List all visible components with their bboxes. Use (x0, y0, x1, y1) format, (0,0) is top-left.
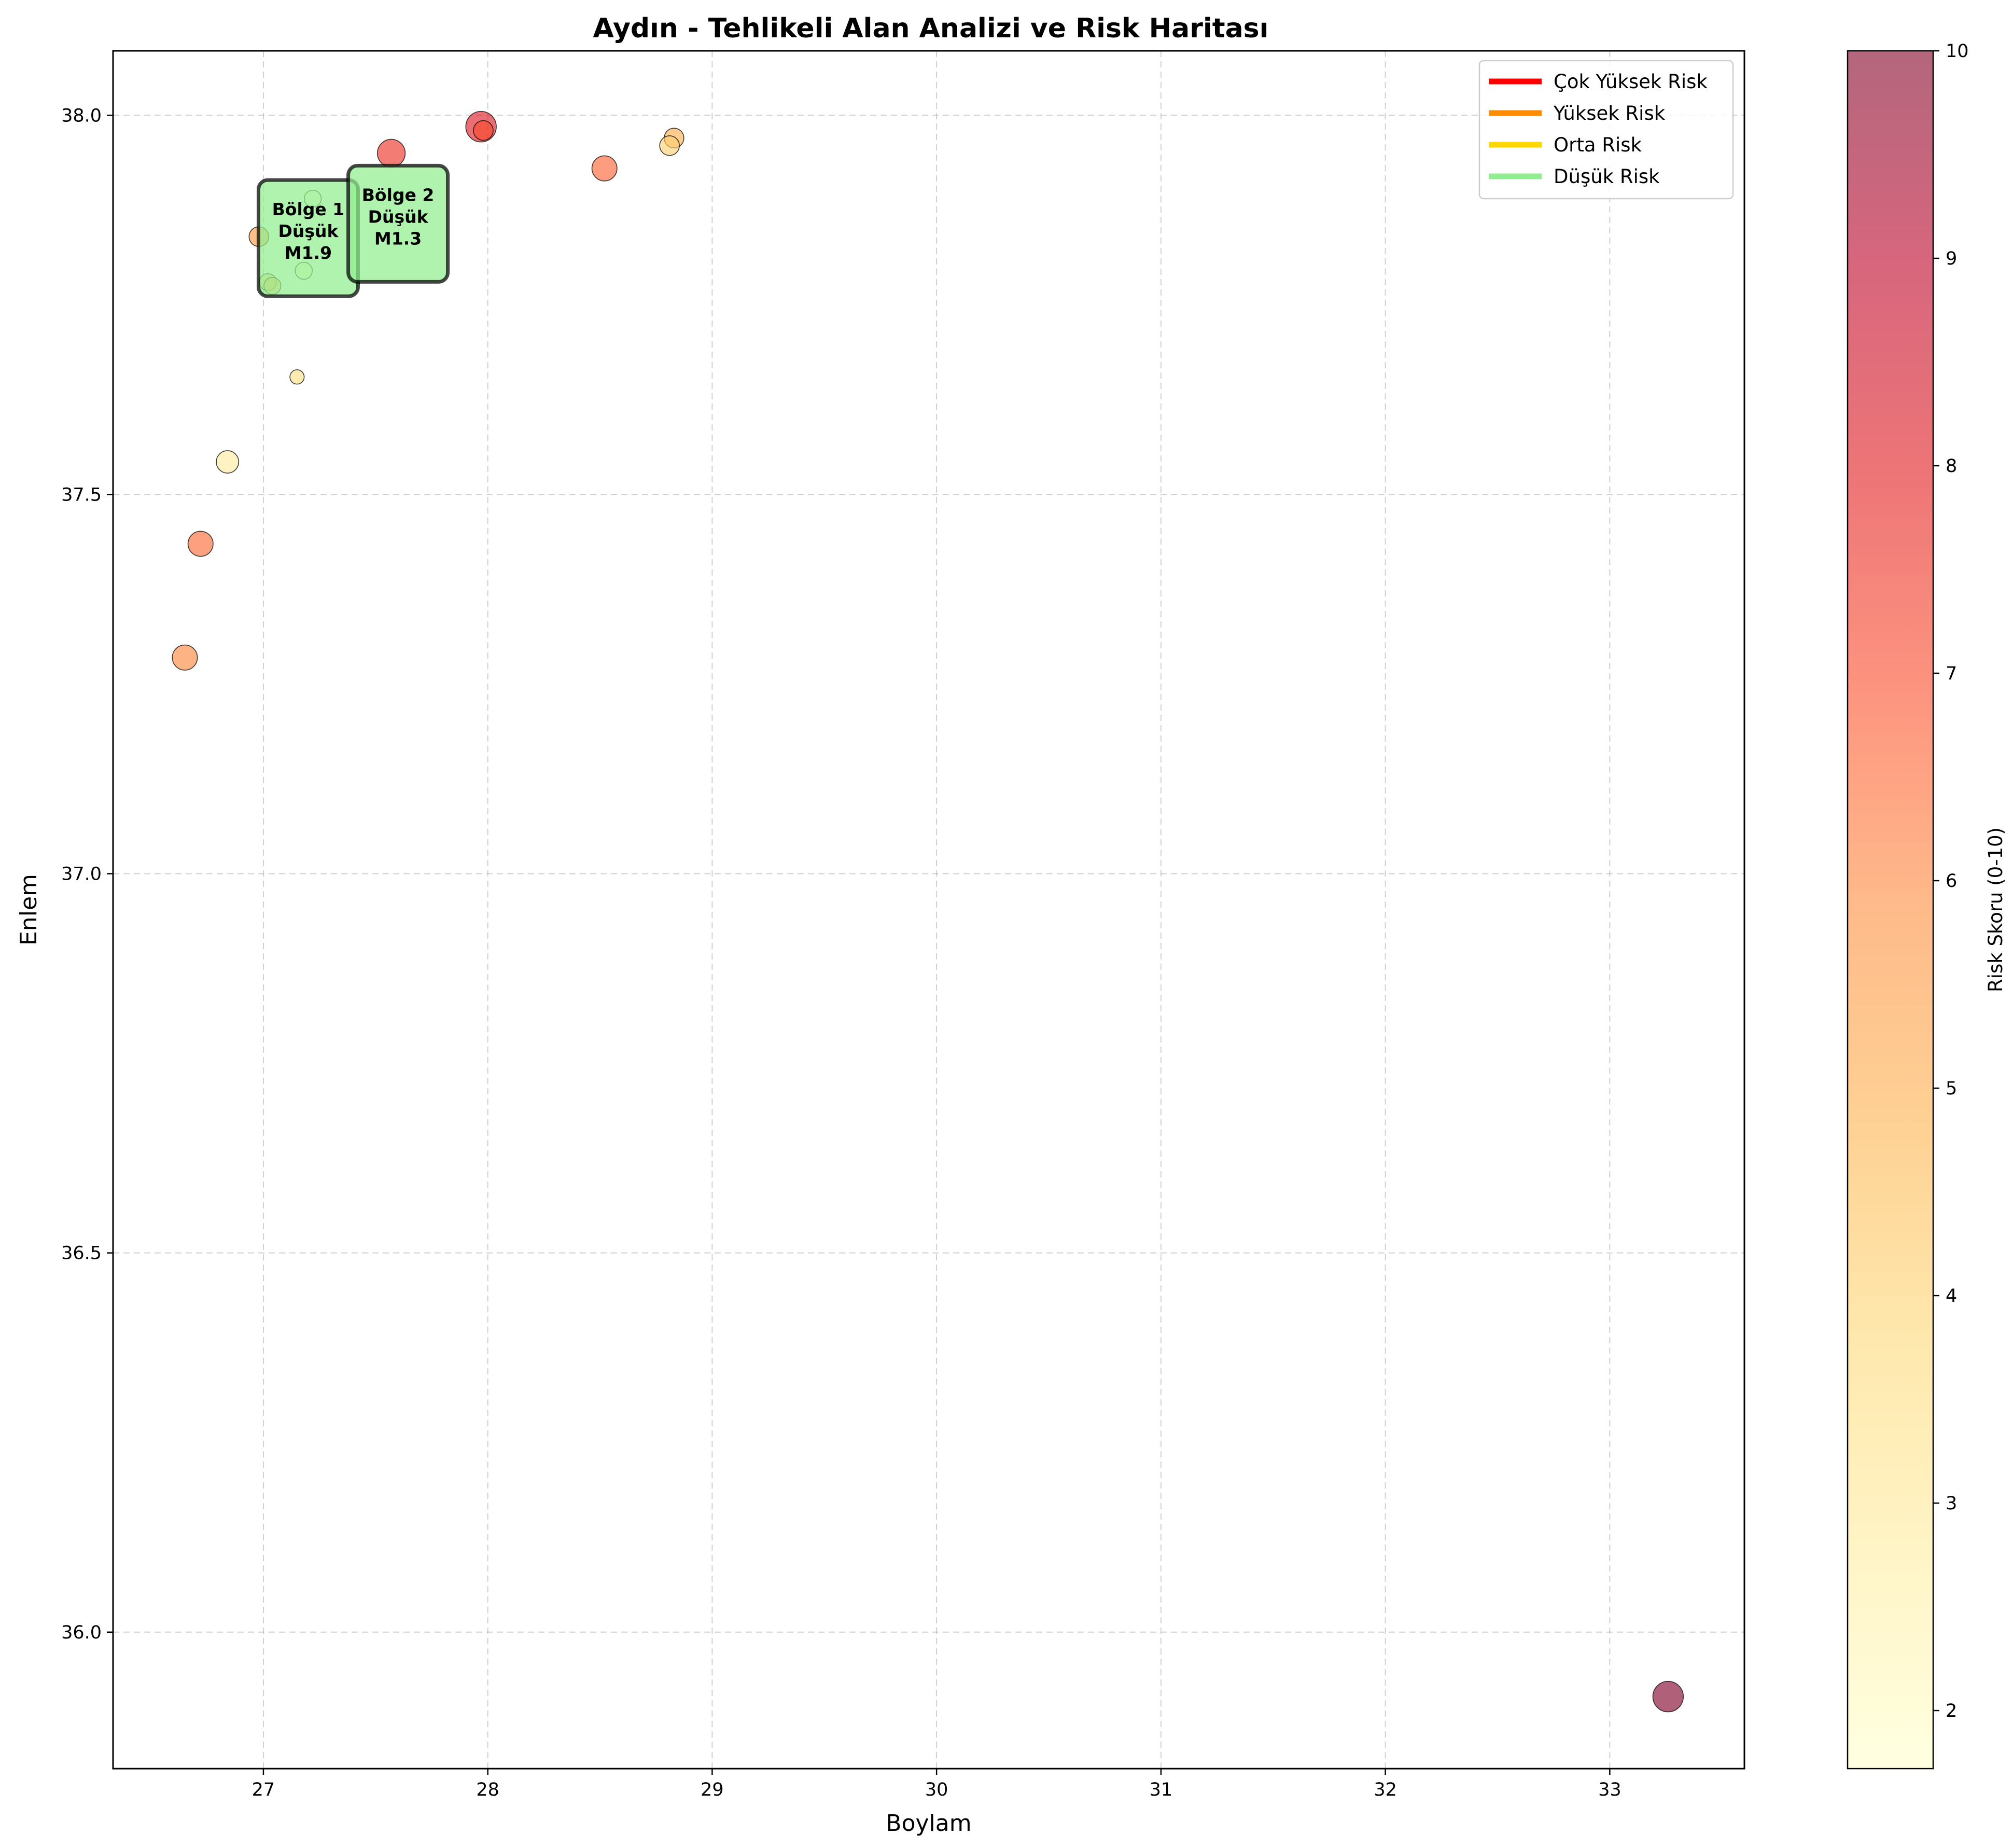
y-tick-label: 36.0 (61, 1622, 102, 1643)
axis-ticks: 27 28 29 30 31 32 33 36.0 36.5 37.0 37.5 38.0 (61, 105, 1621, 1800)
data-point (289, 369, 305, 385)
annotation-text: Düşük (278, 221, 339, 241)
annotation-text: M1.3 (374, 228, 422, 248)
grid-lines (113, 51, 1744, 1769)
annotation-text: Düşük (368, 206, 429, 227)
y-tick-label: 37.5 (61, 484, 102, 505)
x-tick-label: 29 (701, 1780, 724, 1800)
plot-area (113, 51, 1744, 1769)
legend-label: Yüksek Risk (1553, 102, 1666, 124)
y-axis-label: Enlem (16, 874, 42, 946)
colorbar: 2 3 4 5 6 7 8 9 10 Risk Skoru (0-10) (1847, 41, 2007, 1770)
colorbar-label: Risk Skoru (0-10) (1984, 827, 2007, 992)
x-tick-label: 28 (476, 1780, 499, 1800)
data-point (172, 644, 198, 671)
colorbar-frame (1847, 50, 1934, 1770)
colorbar-tick-label: 5 (1946, 1078, 1957, 1099)
plot-frame (112, 50, 1745, 1770)
legend: Çok Yüksek Risk Yüksek Risk Orta Risk Düşük… (1478, 60, 1734, 200)
legend-box (1478, 60, 1734, 200)
colorbar-tick-label: 9 (1946, 248, 1957, 269)
colorbar-tick-label: 7 (1946, 663, 1957, 684)
annotation-text: Bölge 1 (272, 199, 345, 219)
x-tick-label: 27 (252, 1780, 275, 1800)
annotation-text: Bölge 2 (362, 185, 435, 205)
annotation-box (346, 163, 450, 284)
data-point (1652, 1680, 1684, 1713)
x-tick-label: 32 (1374, 1780, 1397, 1800)
annotation-text: M1.9 (285, 243, 332, 263)
legend-label: Orta Risk (1554, 134, 1642, 156)
colorbar-tick-label: 8 (1946, 456, 1957, 477)
y-tick-label: 38.0 (61, 105, 102, 126)
colorbar-gradient (1848, 51, 1933, 1769)
x-tick-label: 31 (1150, 1780, 1173, 1800)
data-point (216, 450, 240, 474)
colorbar-ticks: 2 3 4 5 6 7 8 9 10 (1933, 41, 1969, 1721)
chart-title: Aydın - Tehlikeli Alan Analizi ve Risk H… (593, 13, 1269, 44)
legend-label: Çok Yüksek Risk (1554, 71, 1708, 93)
colorbar-tick-label: 3 (1946, 1493, 1957, 1514)
x-tick-label: 33 (1598, 1780, 1621, 1800)
colorbar-tick-label: 10 (1946, 41, 1969, 62)
colorbar-tick-label: 4 (1946, 1286, 1957, 1307)
y-tick-label: 36.5 (61, 1243, 102, 1264)
x-axis-label: Boylam (886, 1810, 971, 1837)
colorbar-tick-label: 6 (1946, 871, 1957, 892)
colorbar-tick-label: 2 (1946, 1701, 1957, 1721)
legend-label: Düşük Risk (1554, 165, 1660, 188)
data-point (376, 138, 406, 168)
data-point (591, 155, 618, 182)
y-tick-label: 37.0 (61, 864, 102, 885)
data-point (659, 135, 680, 156)
x-tick-label: 30 (925, 1780, 948, 1800)
data-point (187, 531, 214, 557)
data-point (473, 120, 494, 141)
